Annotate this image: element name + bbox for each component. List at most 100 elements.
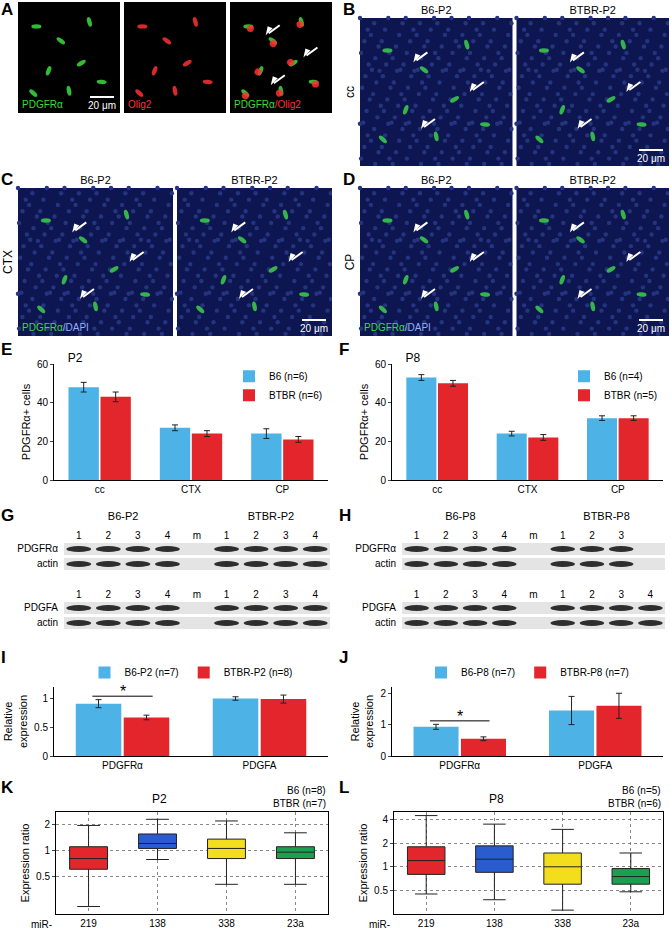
svg-text:BTBR-P2: BTBR-P2 [248, 510, 294, 522]
svg-text:PDGFA: PDGFA [24, 602, 58, 613]
svg-text:1: 1 [76, 530, 82, 541]
svg-text:23a: 23a [287, 918, 304, 929]
svg-text:3: 3 [135, 589, 141, 600]
svg-text:cc: cc [343, 86, 357, 98]
svg-text:3: 3 [618, 589, 624, 600]
svg-text:0: 0 [380, 751, 386, 762]
svg-text:4: 4 [501, 530, 507, 541]
svg-text:BTBR-P2 (n=8): BTBR-P2 (n=8) [224, 667, 293, 678]
svg-text:cc: cc [95, 484, 105, 495]
svg-text:B6-P2: B6-P2 [108, 510, 139, 522]
svg-text:PDGFRα/Olig2: PDGFRα/Olig2 [234, 99, 301, 110]
svg-text:B6-P8 (n=7): B6-P8 (n=7) [461, 667, 515, 678]
svg-text:4: 4 [312, 589, 318, 600]
svg-text:CTX: CTX [181, 484, 201, 495]
svg-text:2: 2 [443, 530, 449, 541]
svg-text:1: 1 [44, 845, 50, 856]
svg-text:actin: actin [375, 617, 396, 628]
svg-text:P2: P2 [68, 351, 83, 365]
svg-text:1: 1 [42, 693, 48, 704]
svg-text:P2: P2 [152, 792, 167, 806]
svg-text:40: 40 [375, 397, 387, 408]
svg-text:23a: 23a [622, 918, 639, 929]
svg-text:2: 2 [106, 530, 112, 541]
svg-text:1: 1 [382, 861, 388, 872]
svg-text:20: 20 [37, 436, 49, 447]
svg-text:0.5: 0.5 [34, 722, 48, 733]
svg-text:B6-P2: B6-P2 [80, 174, 111, 186]
svg-text:PDGFRα: PDGFRα [22, 99, 63, 110]
svg-text:actin: actin [37, 617, 58, 628]
svg-text:m: m [193, 589, 201, 600]
svg-text:138: 138 [149, 918, 166, 929]
svg-text:3: 3 [283, 589, 289, 600]
svg-text:P8: P8 [489, 792, 504, 806]
svg-text:B6-P8: B6-P8 [445, 510, 476, 522]
svg-text:3: 3 [472, 589, 478, 600]
svg-text:m: m [529, 589, 537, 600]
svg-text:4: 4 [382, 814, 388, 825]
svg-text:PDGFRα+ cells: PDGFRα+ cells [358, 383, 370, 460]
svg-text:0: 0 [42, 751, 48, 762]
svg-text:219: 219 [80, 918, 97, 929]
svg-text:219: 219 [418, 918, 435, 929]
svg-text:2: 2 [589, 530, 595, 541]
svg-text:2: 2 [380, 688, 386, 699]
svg-text:20 μm: 20 μm [637, 153, 665, 164]
svg-text:PDGFA: PDGFA [243, 760, 277, 771]
svg-text:miR-: miR- [31, 919, 52, 930]
svg-text:CP: CP [275, 484, 289, 495]
svg-text:BTBR (n=7): BTBR (n=7) [273, 798, 326, 809]
svg-text:20 μm: 20 μm [88, 100, 116, 111]
svg-text:m: m [529, 530, 537, 541]
svg-text:actin: actin [37, 558, 58, 569]
svg-text:1: 1 [560, 530, 566, 541]
svg-text:B6 (n=5): B6 (n=5) [622, 785, 661, 796]
svg-text:cc: cc [432, 484, 442, 495]
svg-text:P8: P8 [406, 351, 421, 365]
svg-text:B6-P2: B6-P2 [421, 4, 452, 16]
svg-text:*: * [120, 683, 126, 700]
svg-text:BTBR-P8: BTBR-P8 [583, 510, 629, 522]
svg-text:PDGFRα: PDGFRα [102, 760, 143, 771]
svg-text:PDGFRα/DAPI: PDGFRα/DAPI [22, 322, 89, 333]
svg-text:PDGFRα: PDGFRα [355, 543, 396, 554]
svg-text:m: m [193, 530, 201, 541]
svg-text:CP: CP [611, 484, 625, 495]
svg-text:3: 3 [618, 530, 624, 541]
svg-text:1: 1 [380, 719, 386, 730]
svg-text:miR-: miR- [369, 919, 390, 930]
svg-text:Expression ratio: Expression ratio [357, 824, 369, 903]
svg-text:20 μm: 20 μm [637, 323, 665, 334]
svg-text:1: 1 [414, 530, 420, 541]
svg-text:CTX: CTX [518, 484, 538, 495]
svg-text:2: 2 [443, 589, 449, 600]
svg-text:B6 (n=6): B6 (n=6) [269, 371, 308, 382]
svg-text:4: 4 [501, 589, 507, 600]
svg-text:Relativeexpression: Relativeexpression [349, 695, 375, 748]
svg-text:B6 (n=4): B6 (n=4) [604, 371, 643, 382]
svg-text:1: 1 [224, 589, 230, 600]
svg-text:0.5: 0.5 [36, 871, 50, 882]
svg-text:PDGFRα: PDGFRα [439, 760, 480, 771]
svg-text:4: 4 [312, 530, 318, 541]
svg-text:2: 2 [253, 530, 259, 541]
svg-text:2: 2 [253, 589, 259, 600]
svg-text:1: 1 [224, 530, 230, 541]
svg-text:3: 3 [283, 530, 289, 541]
svg-text:0: 0 [380, 475, 386, 486]
svg-text:Olig2: Olig2 [128, 99, 152, 110]
svg-text:BTBR-P8 (n=7): BTBR-P8 (n=7) [560, 667, 629, 678]
svg-text:B6-P2 (n=7): B6-P2 (n=7) [125, 667, 179, 678]
svg-text:PDGFA: PDGFA [362, 602, 396, 613]
svg-text:PDGFA: PDGFA [578, 760, 612, 771]
svg-text:2: 2 [589, 589, 595, 600]
svg-text:4: 4 [165, 589, 171, 600]
svg-text:60: 60 [37, 359, 49, 370]
svg-text:1: 1 [560, 589, 566, 600]
svg-text:PDGFRα+ cells: PDGFRα+ cells [20, 383, 32, 460]
svg-text:338: 338 [554, 918, 571, 929]
svg-text:0.5: 0.5 [374, 885, 388, 896]
svg-text:CTX: CTX [1, 250, 15, 274]
svg-text:B6-P2: B6-P2 [421, 174, 452, 186]
